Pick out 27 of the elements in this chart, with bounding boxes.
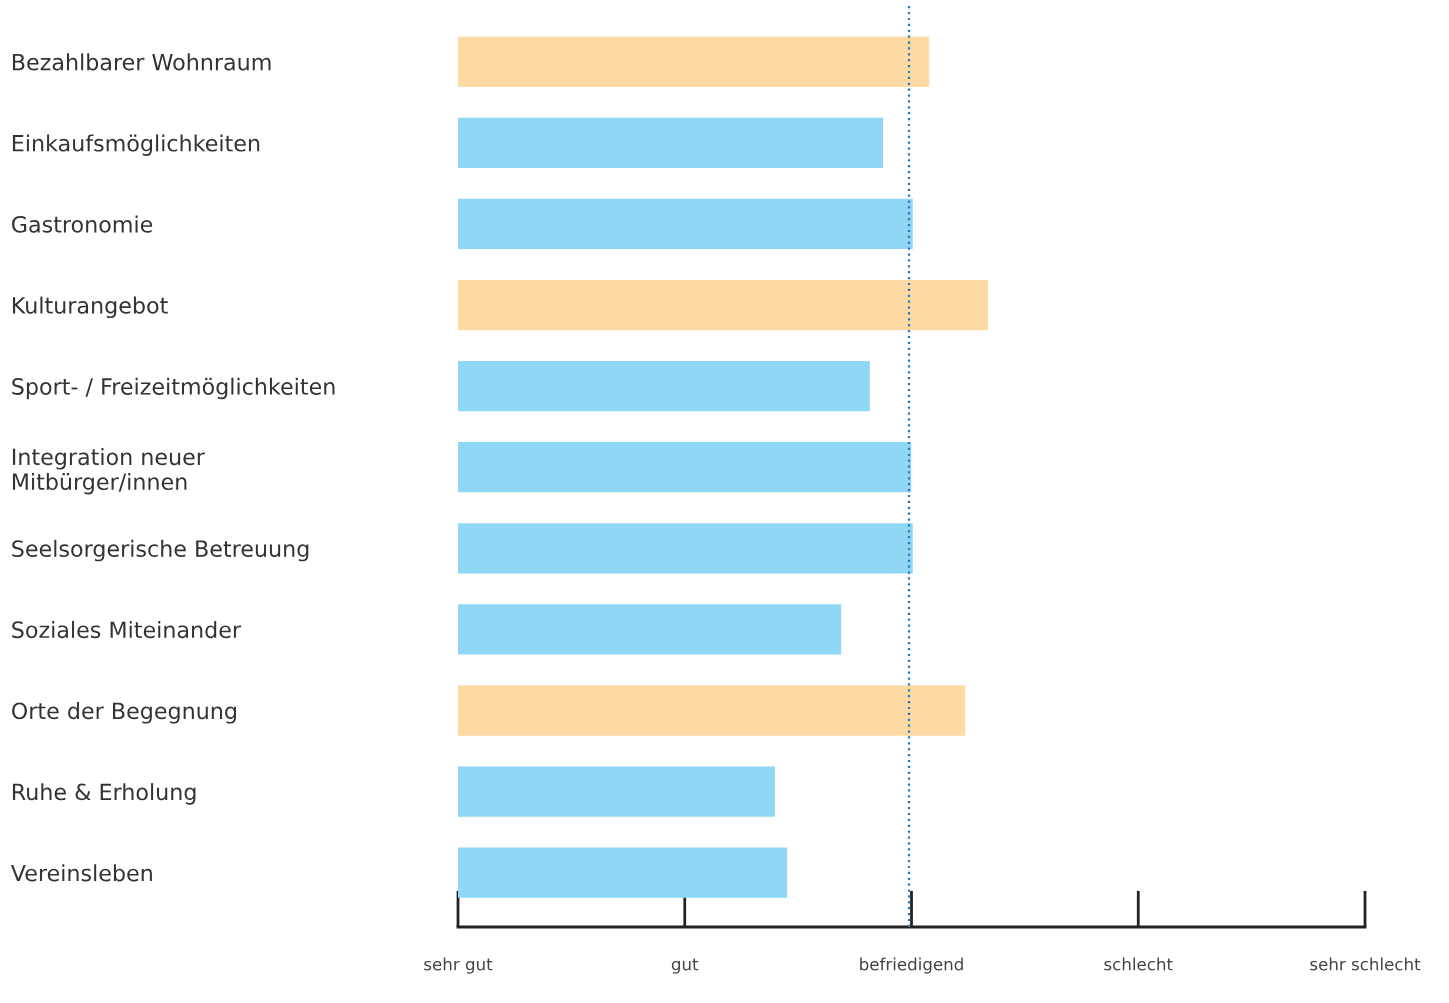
y-tick-label: Ruhe & Erholung (12, 783, 196, 805)
bar (458, 604, 842, 655)
y-tick-label: Gastronomie (12, 215, 153, 233)
y-tick-label: Einkaufsmöglichkeiten (12, 134, 260, 156)
text: gut (671, 958, 699, 974)
bar (458, 442, 912, 493)
bar (458, 117, 884, 168)
bar (458, 685, 966, 736)
bar (458, 847, 788, 898)
bar (458, 279, 988, 331)
y-tick-label: Integration neuer Mitbürger/innen (12, 448, 205, 495)
text: sehr gut (424, 957, 493, 974)
text: befriedigend (860, 957, 963, 974)
y-tick-label: Vereinsleben (10, 864, 152, 882)
y-tick-label: Orte der Begegnung (12, 702, 236, 724)
y-tick-label: Seelsorgerische Betreuung (12, 539, 309, 562)
bar (458, 36, 930, 87)
y-tick-label: Kulturangebot (12, 296, 168, 319)
bar (458, 766, 775, 817)
text: sehr schlecht (1310, 957, 1421, 971)
y-tick-label: Soziales Miteinander (12, 620, 242, 639)
bar (458, 360, 870, 412)
y-tick-label: Bezahlbarer Wohnraum (12, 53, 271, 71)
text: schlecht (1104, 957, 1173, 971)
bar (458, 198, 913, 250)
y-tick-label: Sport- / Freizeitmöglichkeiten (12, 377, 335, 400)
bar (458, 523, 913, 574)
